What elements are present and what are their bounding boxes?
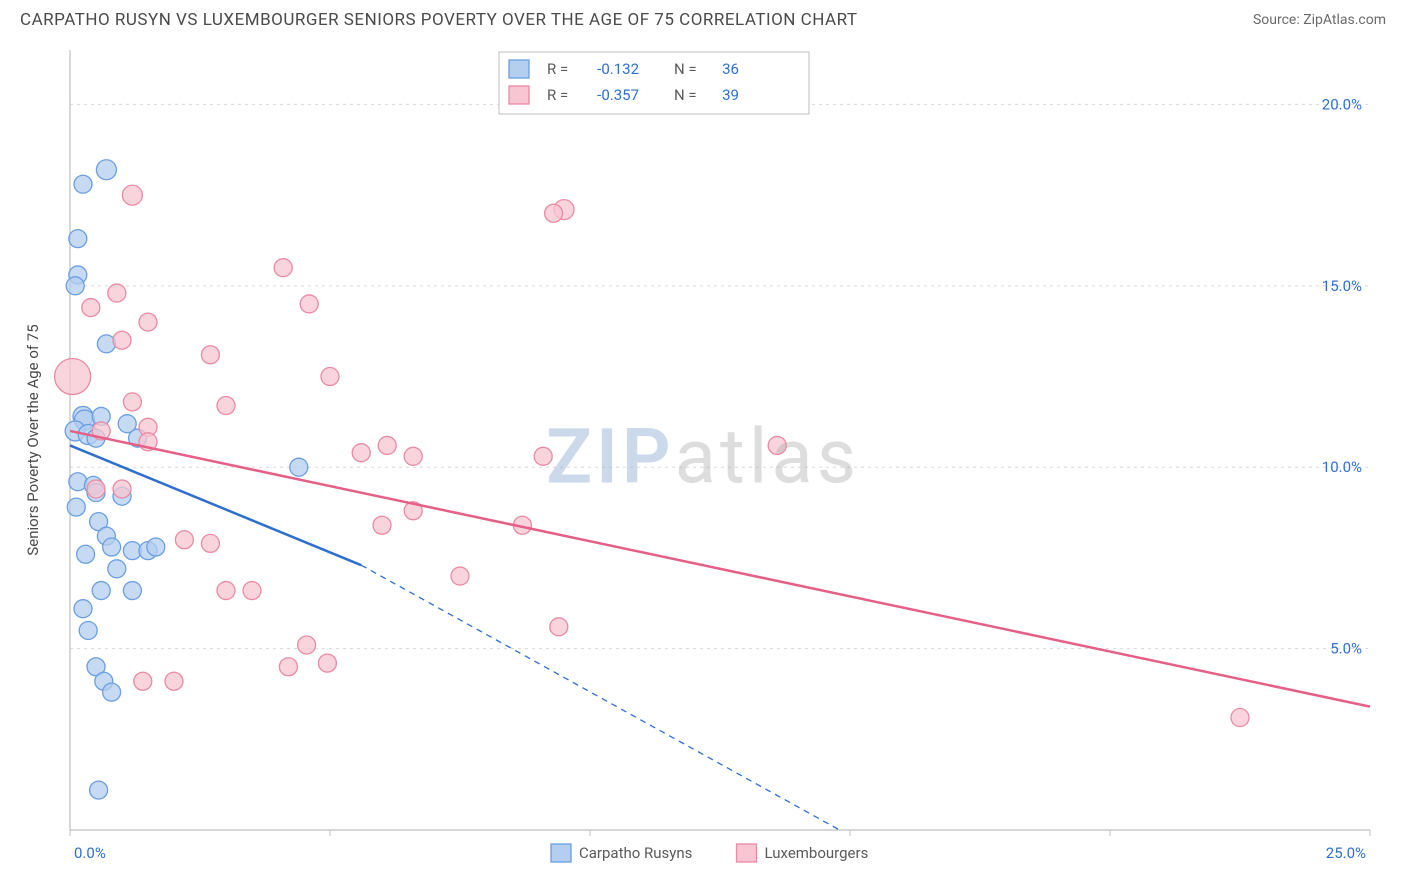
stats-r-value: -0.357 [597, 86, 639, 104]
scatter-point-luxembourger [201, 534, 219, 552]
scatter-point-luxembourger [108, 284, 126, 302]
scatter-point-luxembourger [768, 436, 786, 454]
x-tick-label: 0.0% [74, 844, 106, 862]
scatter-point-carpatho [118, 415, 136, 433]
scatter-point-carpatho [123, 582, 141, 600]
scatter-point-carpatho [103, 683, 121, 701]
regression-line-luxembourger [70, 431, 1370, 707]
legend-label: Luxembourgers [765, 844, 869, 862]
scatter-point-carpatho [97, 335, 115, 353]
legend-swatch [551, 844, 571, 862]
scatter-point-luxembourger [122, 185, 142, 205]
scatter-point-carpatho [92, 582, 110, 600]
scatter-point-carpatho [69, 473, 87, 491]
source-label: Source: ZipAtlas.com [1253, 12, 1386, 28]
stats-legend-swatch [509, 86, 529, 104]
scatter-point-luxembourger [217, 397, 235, 415]
y-axis-title: Seniors Poverty Over the Age of 75 [24, 324, 42, 555]
scatter-point-luxembourger [87, 480, 105, 498]
chart-container: 5.0% 10.0% 15.0% 20.0% 0.0% 25.0% Seniors Pove… [20, 40, 1386, 882]
scatter-point-luxembourger [55, 359, 91, 395]
scatter-point-carpatho [74, 600, 92, 618]
scatter-point-luxembourger [300, 295, 318, 313]
scatter-point-luxembourger [175, 531, 193, 549]
scatter-point-carpatho [69, 230, 87, 248]
stats-n-label: N = [674, 86, 697, 104]
scatter-point-carpatho [79, 621, 97, 639]
legend-swatch [737, 844, 757, 862]
scatter-point-luxembourger [378, 436, 396, 454]
scatter-point-carpatho [103, 538, 121, 556]
scatter-point-carpatho [108, 560, 126, 578]
scatter-point-luxembourger [274, 259, 292, 277]
scatter-point-luxembourger [123, 393, 141, 411]
scatter-point-luxembourger [165, 672, 183, 690]
regression-line-carpatho-extrapolated [361, 565, 839, 830]
scatter-point-luxembourger [134, 672, 152, 690]
chart-title: CARPATHO RUSYN VS LUXEMBOURGER SENIORS P… [20, 10, 858, 30]
stats-r-value: -0.132 [597, 60, 639, 78]
stats-legend-box [499, 52, 809, 114]
scatter-point-carpatho [90, 781, 108, 799]
scatter-point-luxembourger [545, 204, 563, 222]
y-tick-label: 20.0% [1322, 95, 1362, 113]
scatter-point-carpatho [74, 175, 92, 193]
stats-r-label: R = [547, 86, 568, 104]
y-tick-label: 5.0% [1330, 640, 1362, 658]
scatter-point-luxembourger [318, 654, 336, 672]
scatter-point-luxembourger [243, 582, 261, 600]
y-tick-label: 10.0% [1322, 458, 1362, 476]
scatter-point-luxembourger [451, 567, 469, 585]
scatter-point-carpatho [77, 545, 95, 563]
scatter-point-luxembourger [139, 313, 157, 331]
scatter-point-luxembourger [113, 331, 131, 349]
stats-n-value: 36 [722, 60, 739, 78]
correlation-chart: 5.0% 10.0% 15.0% 20.0% 0.0% 25.0% Seniors Pove… [20, 40, 1386, 882]
stats-n-value: 39 [722, 86, 739, 104]
scatter-point-luxembourger [404, 447, 422, 465]
scatter-point-carpatho [290, 458, 308, 476]
stats-legend-swatch [509, 60, 529, 78]
scatter-point-carpatho [147, 538, 165, 556]
x-tick-label: 25.0% [1326, 844, 1366, 862]
scatter-point-luxembourger [550, 618, 568, 636]
scatter-point-carpatho [96, 160, 116, 180]
scatter-point-luxembourger [352, 444, 370, 462]
scatter-point-luxembourger [201, 346, 219, 364]
scatter-point-luxembourger [279, 658, 297, 676]
scatter-point-carpatho [66, 277, 84, 295]
legend-label: Carpatho Rusyns [579, 844, 692, 862]
scatter-point-luxembourger [298, 636, 316, 654]
stats-r-label: R = [547, 60, 568, 78]
scatter-point-luxembourger [113, 480, 131, 498]
scatter-point-luxembourger [534, 447, 552, 465]
stats-n-label: N = [674, 60, 697, 78]
scatter-point-luxembourger [217, 582, 235, 600]
scatter-point-carpatho [67, 498, 85, 516]
y-tick-label: 15.0% [1322, 277, 1362, 295]
scatter-point-luxembourger [1231, 709, 1249, 727]
scatter-point-luxembourger [82, 299, 100, 317]
scatter-point-luxembourger [321, 368, 339, 386]
scatter-point-luxembourger [373, 516, 391, 534]
